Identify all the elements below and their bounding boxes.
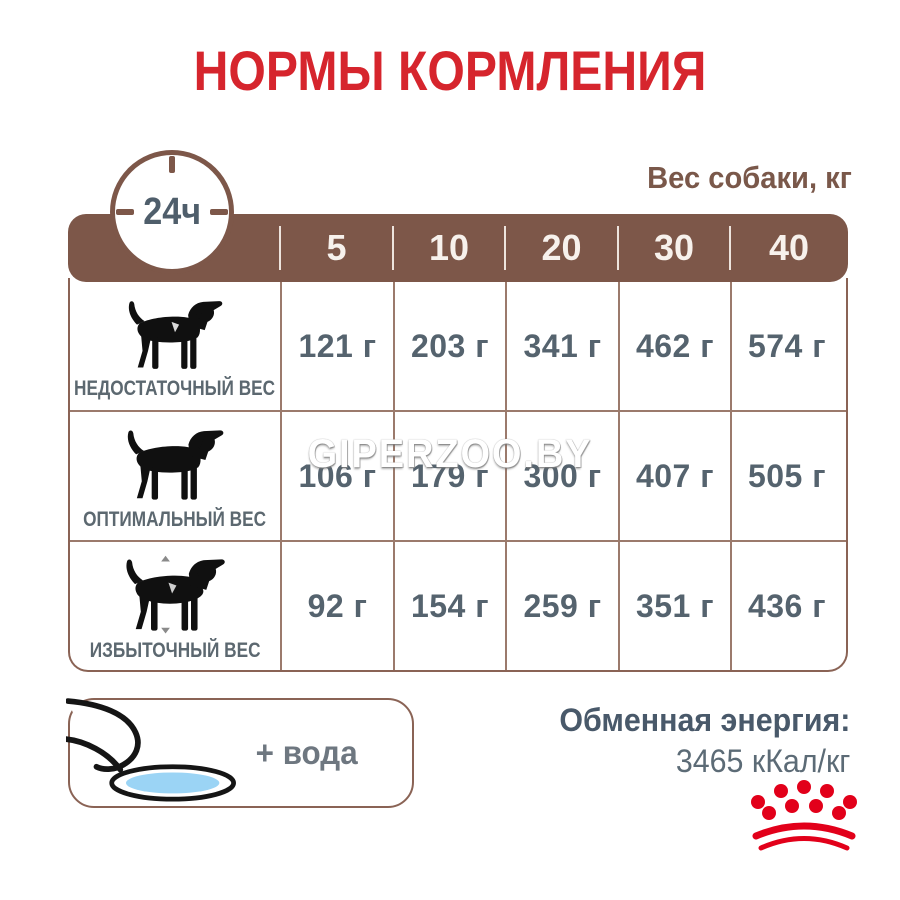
- page-title: НОРМЫ КОРМЛЕНИЯ: [193, 39, 707, 102]
- value-cell: 436 г: [730, 542, 842, 670]
- value-cell: 154 г: [393, 542, 505, 670]
- energy-value: 3465 кКал/кг: [675, 742, 850, 779]
- dog-optimal-icon: [127, 430, 224, 500]
- water-reminder-box: + вода: [66, 698, 414, 808]
- value-cell: 179 г: [393, 412, 505, 540]
- column-header-5: 5: [279, 214, 393, 282]
- row-header-cell: ОПТИМАЛЬНЫЙ ВЕС: [70, 412, 280, 540]
- header-separator: [279, 226, 281, 270]
- value-cell: 121 г: [280, 282, 393, 410]
- row-header-cell: ИЗБЫТОЧНЫЙ ВЕС: [70, 542, 280, 670]
- column-header-label: 5: [326, 227, 347, 268]
- clock-label: 24ч: [143, 190, 201, 233]
- feeding-table: 5 10 20 30 40: [68, 214, 848, 672]
- value-cell: 106 г: [280, 412, 393, 540]
- value-cell: 341 г: [505, 282, 618, 410]
- row-label: ИЗБЫТОЧНЫЙ ВЕС: [89, 639, 261, 662]
- column-header-30: 30: [617, 214, 730, 282]
- value-cell: 92 г: [280, 542, 393, 670]
- value-cell: 462 г: [618, 282, 730, 410]
- energy-info: Обменная энергия: 3465 кКал/кг: [544, 700, 850, 782]
- column-header-40: 40: [729, 214, 848, 282]
- water-label: + вода: [255, 734, 358, 771]
- table-body: НЕДОСТАТОЧНЫЙ ВЕС 121 г 203 г 341 г 462 …: [68, 278, 848, 672]
- dog-underweight-icon: [128, 301, 223, 369]
- table-row-overweight: ИЗБЫТОЧНЫЙ ВЕС 92 г 154 г 259 г 351 г 43…: [70, 540, 846, 670]
- column-header-20: 20: [504, 214, 618, 282]
- header-separator: [392, 226, 394, 270]
- dog-drinking-bowl-icon: [66, 698, 236, 802]
- column-header-label: 20: [541, 227, 582, 268]
- table-row-underweight: НЕДОСТАТОЧНЫЙ ВЕС 121 г 203 г 341 г 462 …: [70, 282, 846, 410]
- value-cell: 505 г: [730, 412, 842, 540]
- row-header-cell: НЕДОСТАТОЧНЫЙ ВЕС: [70, 282, 280, 410]
- column-header-label: 30: [653, 227, 695, 268]
- clock-tick-right: [210, 209, 228, 215]
- table-row-optimal: ОПТИМАЛЬНЫЙ ВЕС 106 г 179 г 300 г 407 г …: [70, 410, 846, 540]
- value-cell: 300 г: [505, 412, 618, 540]
- clock-24h-icon: 24ч: [110, 150, 234, 274]
- dog-overweight-icon: [126, 555, 225, 634]
- header-separator: [504, 226, 506, 270]
- value-cell: 203 г: [393, 282, 505, 410]
- royal-canin-crown-icon: [751, 780, 857, 851]
- clock-tick-top: [169, 156, 175, 173]
- value-cell: 407 г: [618, 412, 730, 540]
- row-label: ОПТИМАЛЬНЫЙ ВЕС: [83, 508, 267, 531]
- value-cell: 351 г: [618, 542, 730, 670]
- column-header-label: 40: [768, 227, 810, 268]
- header-separator: [729, 226, 731, 270]
- weight-axis-label: Вес собаки, кг: [647, 160, 852, 195]
- value-cell: 259 г: [505, 542, 618, 670]
- value-cell: 574 г: [730, 282, 842, 410]
- clock-tick-left: [116, 209, 134, 215]
- column-header-10: 10: [392, 214, 505, 282]
- column-header-label: 10: [428, 227, 470, 268]
- energy-label: Обменная энергия:: [558, 702, 850, 738]
- header-separator: [617, 226, 619, 270]
- row-label: НЕДОСТАТОЧНЫЙ ВЕС: [74, 377, 276, 400]
